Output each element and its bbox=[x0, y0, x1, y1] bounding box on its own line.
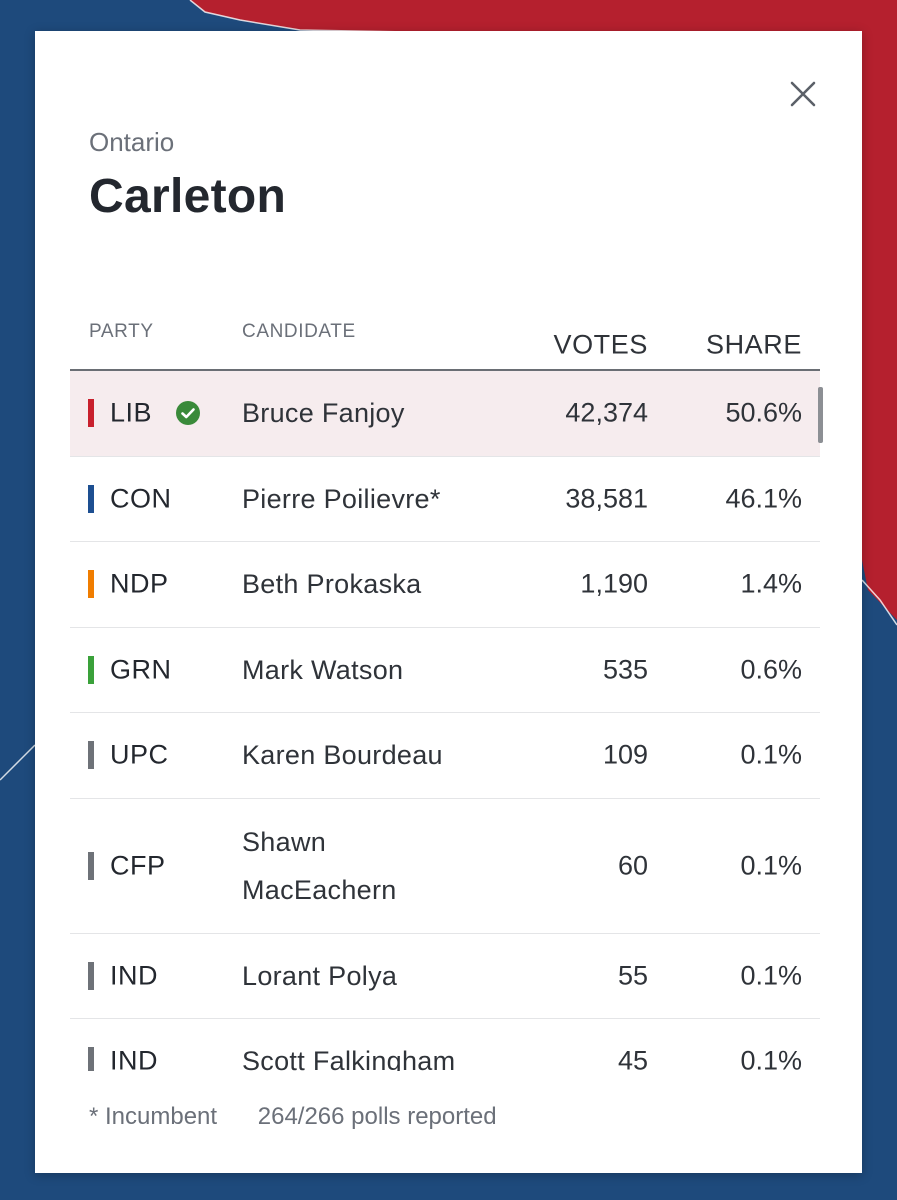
vote-share: 0.6% bbox=[740, 654, 802, 685]
vote-count: 38,581 bbox=[565, 483, 648, 514]
province-name: Ontario bbox=[89, 127, 175, 157]
table-row[interactable]: UPC Karen Bourdeau 109 0.1% bbox=[70, 713, 820, 799]
party-code: IND bbox=[110, 1045, 158, 1071]
candidate-name: Shawn MacEachern bbox=[242, 826, 397, 905]
winner-check-icon bbox=[176, 401, 200, 426]
header-party: PARTY bbox=[89, 321, 154, 342]
party-color-swatch bbox=[88, 570, 94, 599]
party-color-swatch bbox=[88, 851, 94, 880]
party-code: GRN bbox=[110, 654, 172, 685]
party-color-swatch bbox=[88, 655, 94, 684]
results-footer: * Incumbent 264/266 polls reported bbox=[89, 1103, 497, 1131]
close-icon bbox=[790, 81, 816, 107]
vote-count: 109 bbox=[602, 739, 648, 770]
vote-share: 50.6% bbox=[725, 397, 802, 428]
table-row[interactable]: IND Scott Falkingham 45 0.1% bbox=[70, 1019, 820, 1071]
table-row[interactable]: IND Lorant Polya 55 0.1% bbox=[70, 934, 820, 1019]
vote-share: 0.1% bbox=[740, 1045, 802, 1071]
table-row[interactable]: CFP Shawn MacEachern 60 0.1% bbox=[70, 799, 820, 934]
party-color-swatch bbox=[88, 961, 94, 990]
party-code: LIB bbox=[110, 397, 153, 428]
results-table-header: PARTY CANDIDATE VOTES SHARE bbox=[70, 321, 820, 371]
candidate-name: Beth Prokaska bbox=[242, 569, 422, 600]
party-code: UPC bbox=[110, 739, 169, 770]
vote-count: 42,374 bbox=[565, 397, 648, 428]
header-share: SHARE bbox=[705, 329, 802, 360]
party-code: IND bbox=[110, 960, 158, 991]
party-code: CON bbox=[110, 483, 172, 514]
table-row[interactable]: CON Pierre Poilievre* 38,581 46.1% bbox=[70, 457, 820, 542]
party-color-swatch bbox=[88, 741, 94, 770]
vote-share: 1.4% bbox=[740, 568, 802, 599]
party-code: NDP bbox=[110, 568, 169, 599]
vote-count: 45 bbox=[617, 1045, 648, 1071]
close-button[interactable] bbox=[786, 77, 820, 111]
header-candidate: CANDIDATE bbox=[242, 321, 356, 342]
table-row[interactable]: NDP Beth Prokaska 1,190 1.4% bbox=[70, 542, 820, 628]
table-row[interactable]: LIB Bruce Fanjoy 42,374 50.6% bbox=[70, 371, 820, 457]
polls-reported: 264/266 polls reported bbox=[257, 1103, 497, 1130]
vote-count: 60 bbox=[617, 850, 648, 880]
vote-count: 1,190 bbox=[580, 568, 648, 599]
candidate-name: Bruce Fanjoy bbox=[242, 398, 405, 429]
party-code: CFP bbox=[110, 850, 166, 880]
party-color-swatch bbox=[88, 484, 94, 513]
vote-share: 0.1% bbox=[740, 960, 802, 991]
header-votes: VOTES bbox=[553, 329, 648, 360]
riding-results-popup: Ontario Carleton PARTY CANDIDATE VOTES S… bbox=[35, 31, 862, 1173]
riding-title: Carleton bbox=[89, 170, 287, 223]
candidate-name: Karen Bourdeau bbox=[242, 740, 443, 771]
results-table-body[interactable]: LIB Bruce Fanjoy 42,374 50.6% CON Pierre… bbox=[70, 371, 820, 1071]
candidate-name: Scott Falkingham bbox=[242, 1046, 456, 1071]
vote-count: 535 bbox=[602, 654, 648, 685]
table-row[interactable]: GRN Mark Watson 535 0.6% bbox=[70, 628, 820, 713]
vote-share: 0.1% bbox=[740, 739, 802, 770]
vote-count: 55 bbox=[617, 960, 648, 991]
party-color-swatch bbox=[88, 1047, 94, 1071]
candidate-name: Mark Watson bbox=[242, 654, 404, 685]
candidate-name: Lorant Polya bbox=[242, 960, 398, 991]
incumbent-note: * Incumbent bbox=[89, 1103, 218, 1130]
table-scrollbar[interactable] bbox=[818, 387, 823, 443]
vote-share: 0.1% bbox=[740, 850, 802, 880]
candidate-name: Pierre Poilievre* bbox=[242, 483, 441, 514]
party-color-swatch bbox=[88, 399, 94, 428]
vote-share: 46.1% bbox=[725, 483, 802, 514]
